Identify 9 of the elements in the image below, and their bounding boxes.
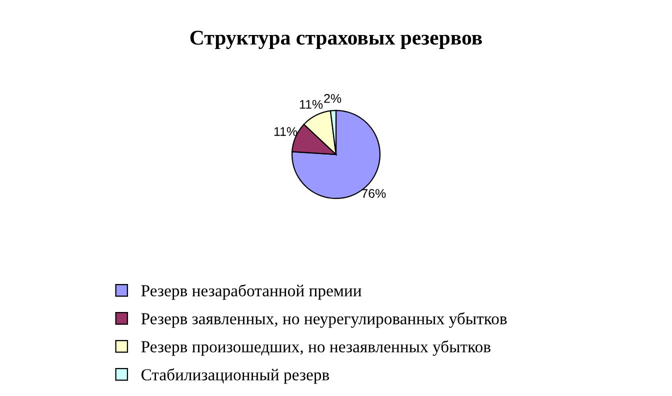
legend-label: Резерв незаработанной премии: [141, 284, 362, 300]
data-label: 11%: [300, 100, 323, 109]
legend-label: Резерв заявленных, но неурегулированных убытков: [141, 312, 507, 328]
legend-label: Резерв произошедших, но незаявленных убытков: [141, 340, 490, 356]
data-label: 76%: [362, 189, 386, 198]
data-label: 2%: [324, 94, 342, 103]
data-label: 11%: [274, 127, 298, 136]
legend-label: Стабилизационный резерв: [141, 368, 330, 384]
chart-title: Структура страховых резервов: [190, 30, 482, 50]
